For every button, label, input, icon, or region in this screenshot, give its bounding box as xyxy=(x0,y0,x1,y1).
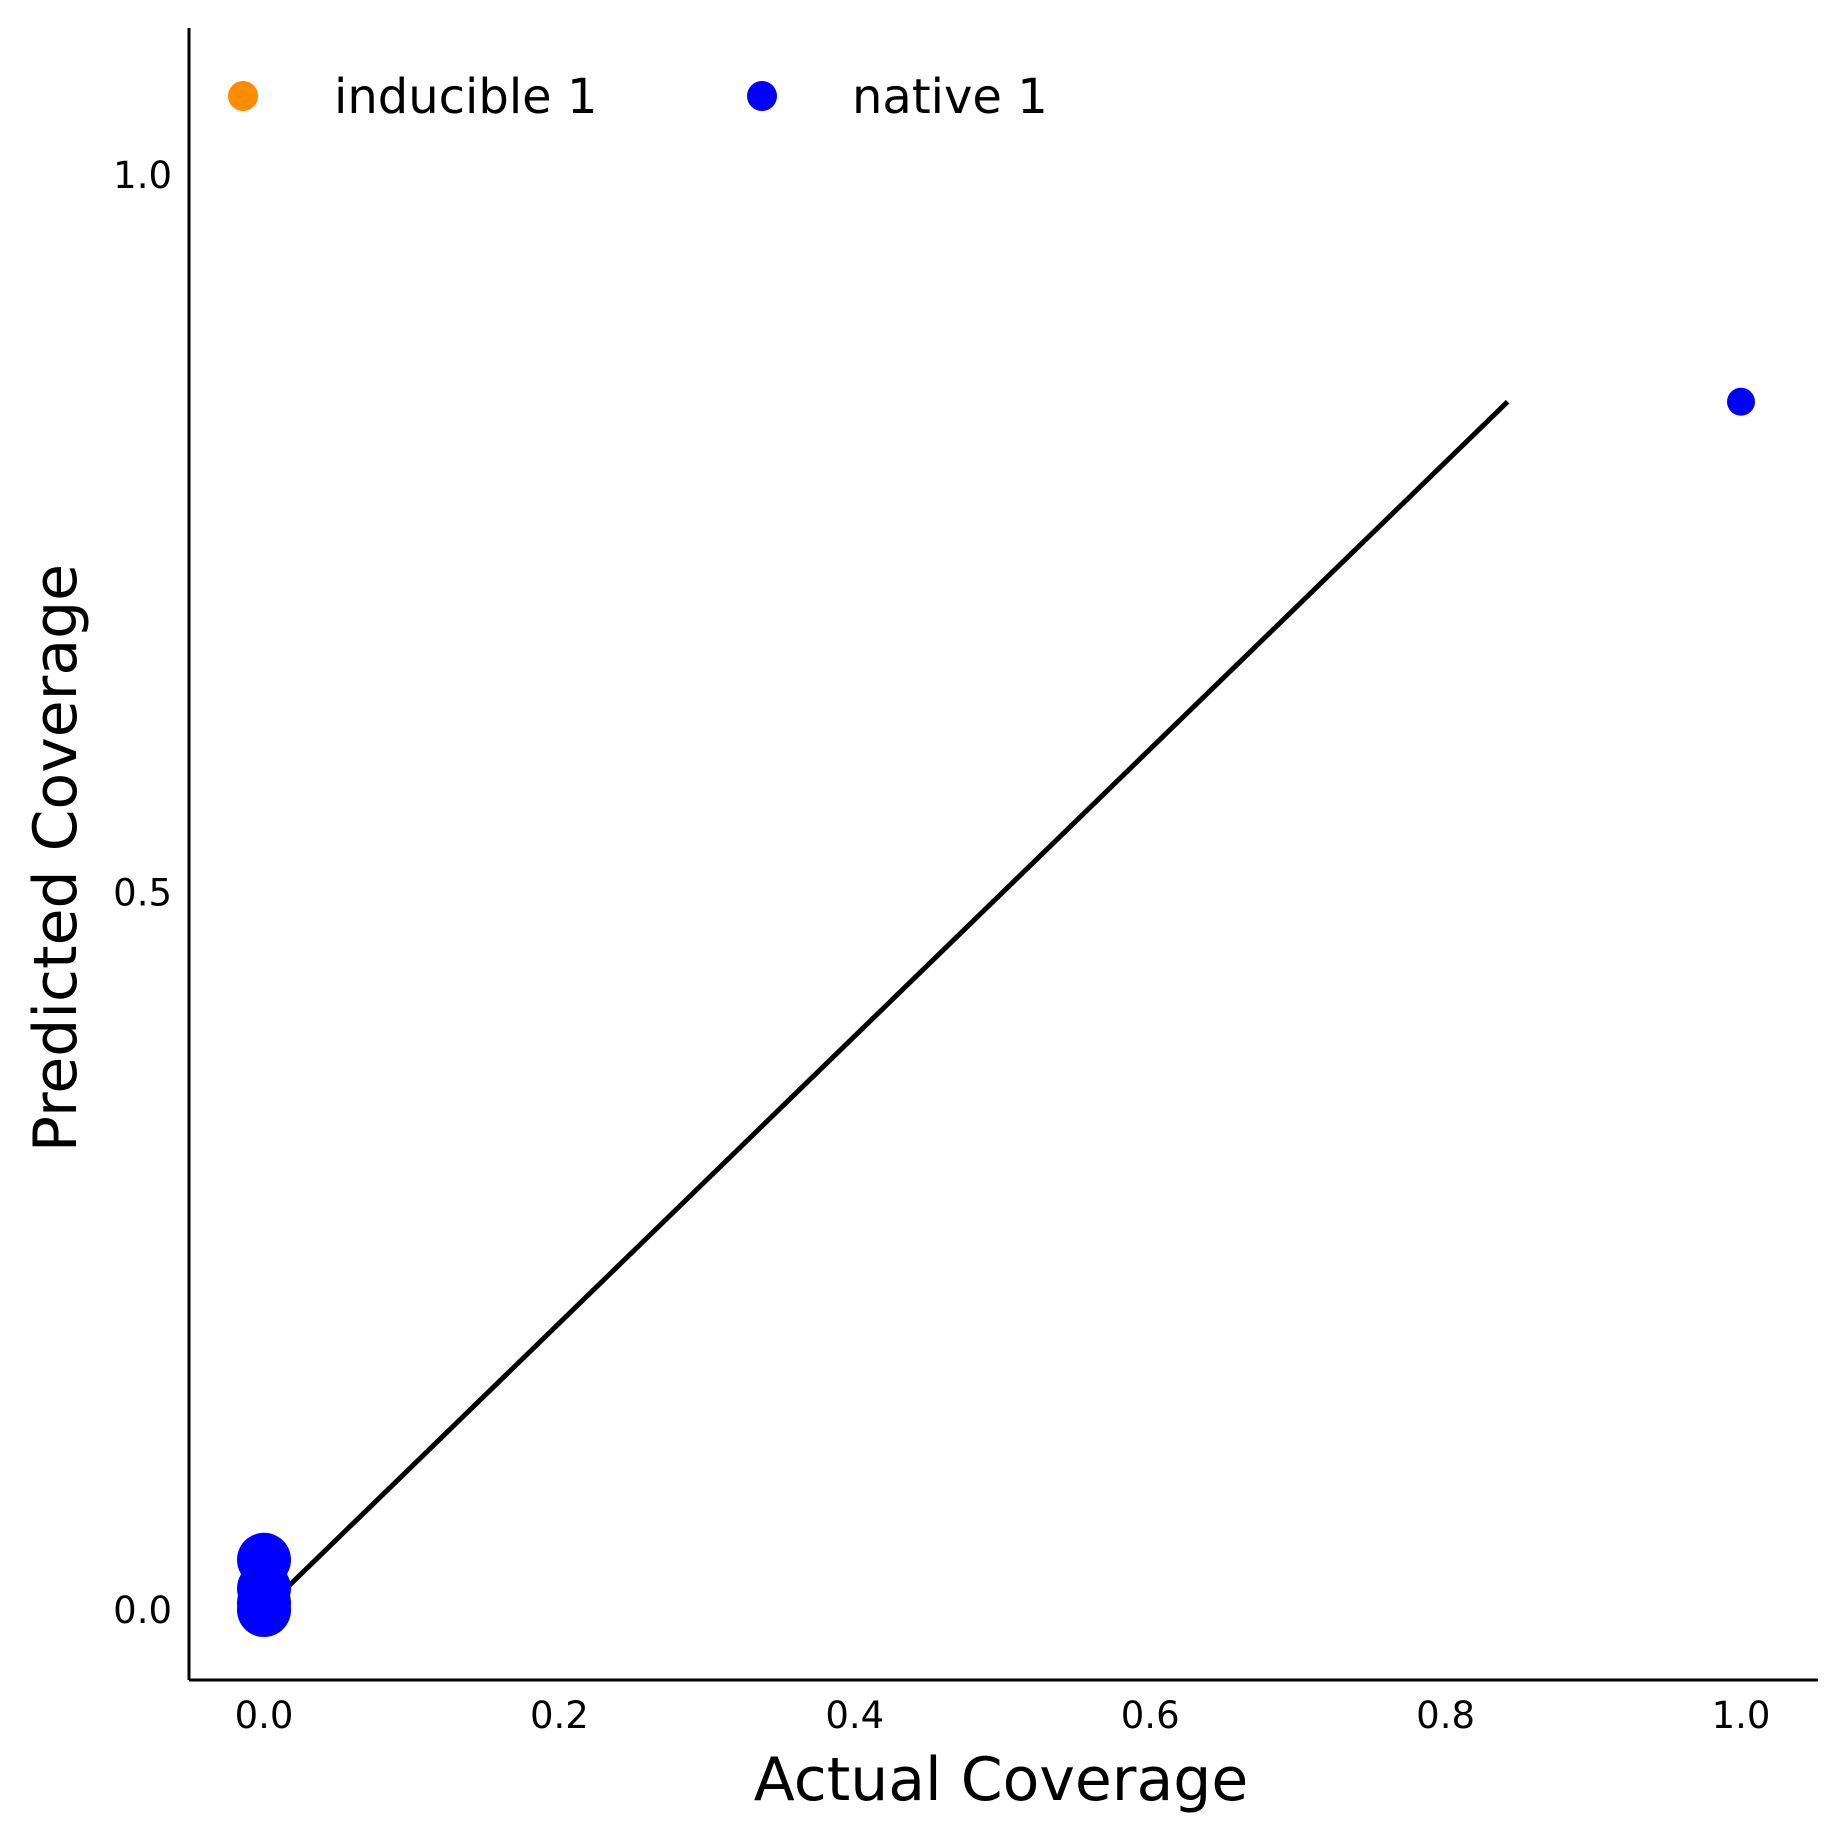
x-axis-label: Actual Coverage xyxy=(754,1745,1249,1815)
data-point xyxy=(237,1532,291,1587)
x-tick-label: 1.0 xyxy=(1712,1694,1771,1737)
x-tick-label: 0.2 xyxy=(530,1694,589,1737)
legend: inducible 1 native 1 xyxy=(228,69,1048,125)
legend-marker xyxy=(228,81,258,111)
x-tick-label: 0.8 xyxy=(1416,1694,1475,1737)
y-tick-label: 1.0 xyxy=(113,154,172,197)
legend-label: native 1 xyxy=(852,69,1048,125)
x-tick-label: 0.0 xyxy=(235,1694,294,1737)
legend-marker xyxy=(747,81,777,111)
ticks-layer: 0.0 0.2 0.4 0.6 0.8 1.0 0.0 0.5 1.0 xyxy=(113,154,1770,1737)
data-point xyxy=(1727,387,1755,416)
x-tick-label: 0.4 xyxy=(825,1694,884,1737)
axes xyxy=(187,28,1818,1682)
x-tick-label: 0.6 xyxy=(1121,1694,1180,1737)
y-tick-label: 0.5 xyxy=(113,872,172,915)
reference-line xyxy=(262,399,1510,1612)
reference-line-layer xyxy=(262,399,1510,1612)
y-axis-label: Predicted Coverage xyxy=(21,564,91,1152)
points-layer xyxy=(237,387,1755,1637)
y-tick-label: 0.0 xyxy=(113,1589,172,1632)
legend-label: inducible 1 xyxy=(334,69,598,125)
